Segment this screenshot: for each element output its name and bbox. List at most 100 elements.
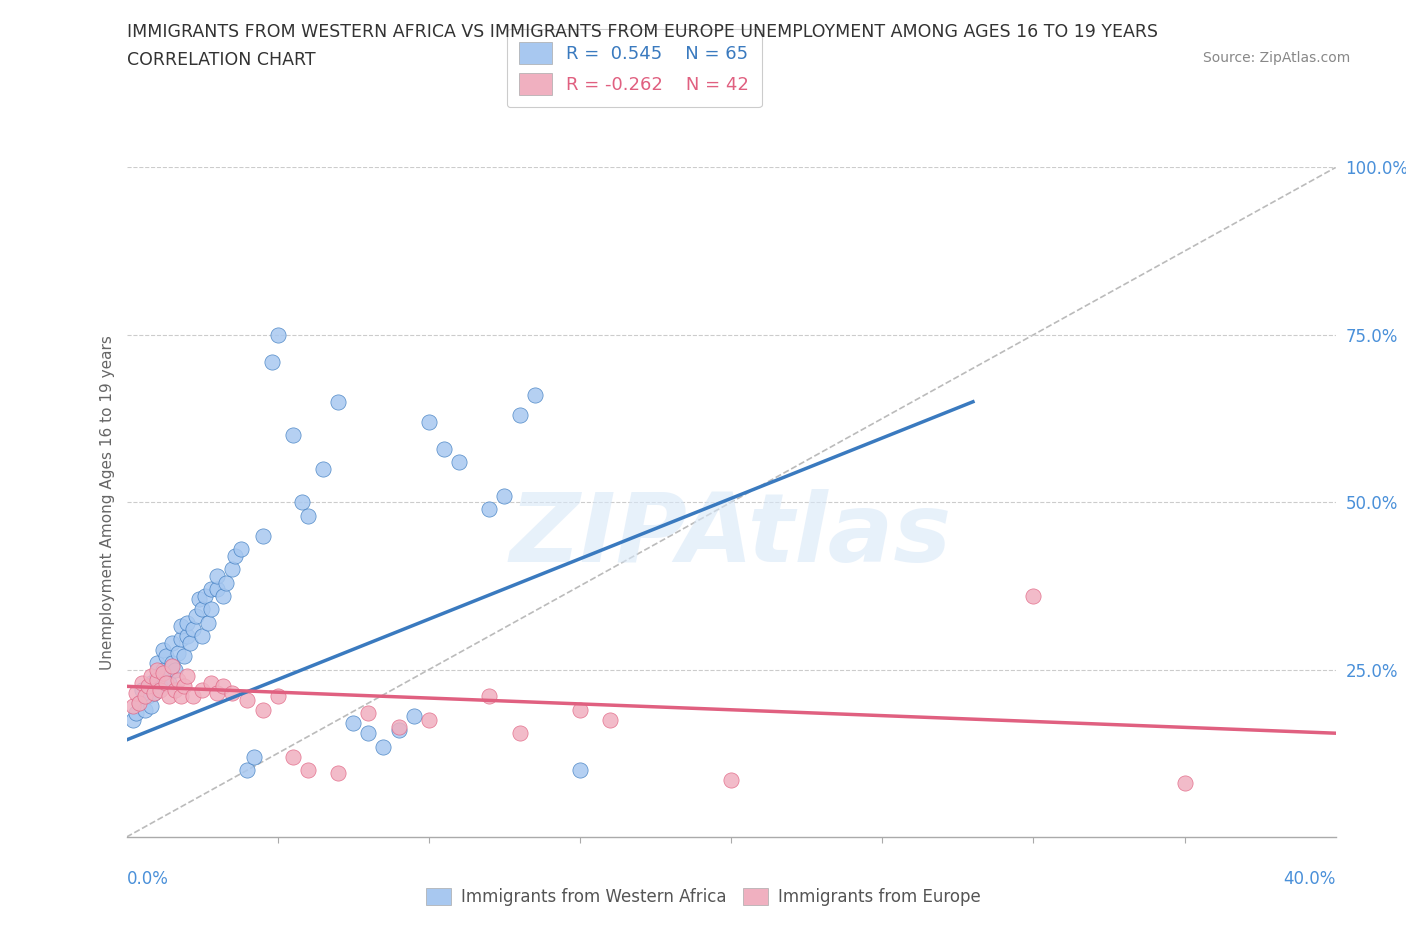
Point	[181, 689, 204, 704]
Point	[236, 692, 259, 707]
Point	[152, 642, 174, 657]
Point	[160, 656, 183, 671]
Y-axis label: Unemployment Among Ages 16 to 19 years: Unemployment Among Ages 16 to 19 years	[100, 335, 115, 670]
Point	[212, 679, 235, 694]
Point	[191, 683, 214, 698]
Point	[478, 689, 501, 704]
Point	[720, 773, 742, 788]
Point	[433, 441, 456, 456]
Point	[146, 662, 169, 677]
Point	[160, 658, 183, 673]
Point	[231, 541, 253, 556]
Point	[215, 575, 238, 590]
Point	[142, 685, 165, 700]
Point	[191, 629, 214, 644]
Point	[267, 689, 290, 704]
Point	[149, 679, 172, 694]
Point	[291, 495, 314, 510]
Point	[418, 415, 440, 430]
Point	[260, 354, 283, 369]
Point	[205, 685, 228, 700]
Point	[281, 750, 304, 764]
Point	[494, 488, 516, 503]
Point	[326, 394, 350, 409]
Point	[139, 675, 162, 690]
Point	[139, 699, 162, 714]
Point	[221, 562, 243, 577]
Point	[124, 706, 146, 721]
Text: 40.0%: 40.0%	[1284, 870, 1336, 888]
Point	[194, 589, 217, 604]
Point	[136, 689, 159, 704]
Point	[200, 602, 222, 617]
Point	[173, 679, 195, 694]
Point	[1022, 589, 1045, 604]
Point	[170, 689, 193, 704]
Point	[176, 669, 198, 684]
Point	[205, 582, 228, 597]
Point	[157, 689, 180, 704]
Point	[134, 702, 156, 717]
Point	[124, 685, 146, 700]
Text: ZIPAtlas: ZIPAtlas	[510, 489, 952, 582]
Point	[478, 501, 501, 516]
Point	[252, 702, 274, 717]
Point	[447, 455, 470, 470]
Point	[236, 763, 259, 777]
Point	[173, 649, 195, 664]
Point	[388, 723, 411, 737]
Point	[146, 669, 169, 684]
Point	[357, 706, 380, 721]
Point	[131, 683, 153, 698]
Text: CORRELATION CHART: CORRELATION CHART	[127, 51, 315, 69]
Point	[297, 508, 319, 523]
Point	[200, 675, 222, 690]
Point	[252, 528, 274, 543]
Point	[128, 696, 150, 711]
Point	[373, 739, 395, 754]
Point	[167, 645, 190, 660]
Point	[212, 589, 235, 604]
Point	[179, 635, 201, 650]
Point	[523, 388, 546, 403]
Point	[131, 675, 153, 690]
Point	[121, 699, 143, 714]
Point	[139, 669, 162, 684]
Point	[200, 582, 222, 597]
Point	[357, 725, 380, 740]
Point	[146, 672, 169, 687]
Point	[224, 549, 246, 564]
Point	[167, 672, 190, 687]
Point	[160, 635, 183, 650]
Point	[312, 461, 335, 476]
Point	[152, 666, 174, 681]
Point	[242, 750, 264, 764]
Point	[184, 608, 207, 623]
Point	[163, 683, 186, 698]
Point	[170, 618, 193, 633]
Point	[157, 675, 180, 690]
Point	[170, 632, 193, 647]
Point	[128, 696, 150, 711]
Point	[568, 763, 592, 777]
Point	[402, 709, 425, 724]
Point	[197, 616, 219, 631]
Point	[281, 428, 304, 443]
Point	[267, 327, 290, 342]
Point	[181, 622, 204, 637]
Point	[221, 685, 243, 700]
Point	[176, 616, 198, 631]
Point	[134, 689, 156, 704]
Point	[388, 719, 411, 734]
Point	[152, 662, 174, 677]
Point	[176, 629, 198, 644]
Point	[155, 649, 177, 664]
Point	[342, 716, 364, 731]
Point	[297, 763, 319, 777]
Point	[599, 712, 621, 727]
Legend: R =  0.545    N = 65, R = -0.262    N = 42: R = 0.545 N = 65, R = -0.262 N = 42	[506, 29, 762, 108]
Point	[149, 683, 172, 698]
Text: Source: ZipAtlas.com: Source: ZipAtlas.com	[1202, 51, 1350, 65]
Point	[568, 702, 592, 717]
Point	[163, 662, 186, 677]
